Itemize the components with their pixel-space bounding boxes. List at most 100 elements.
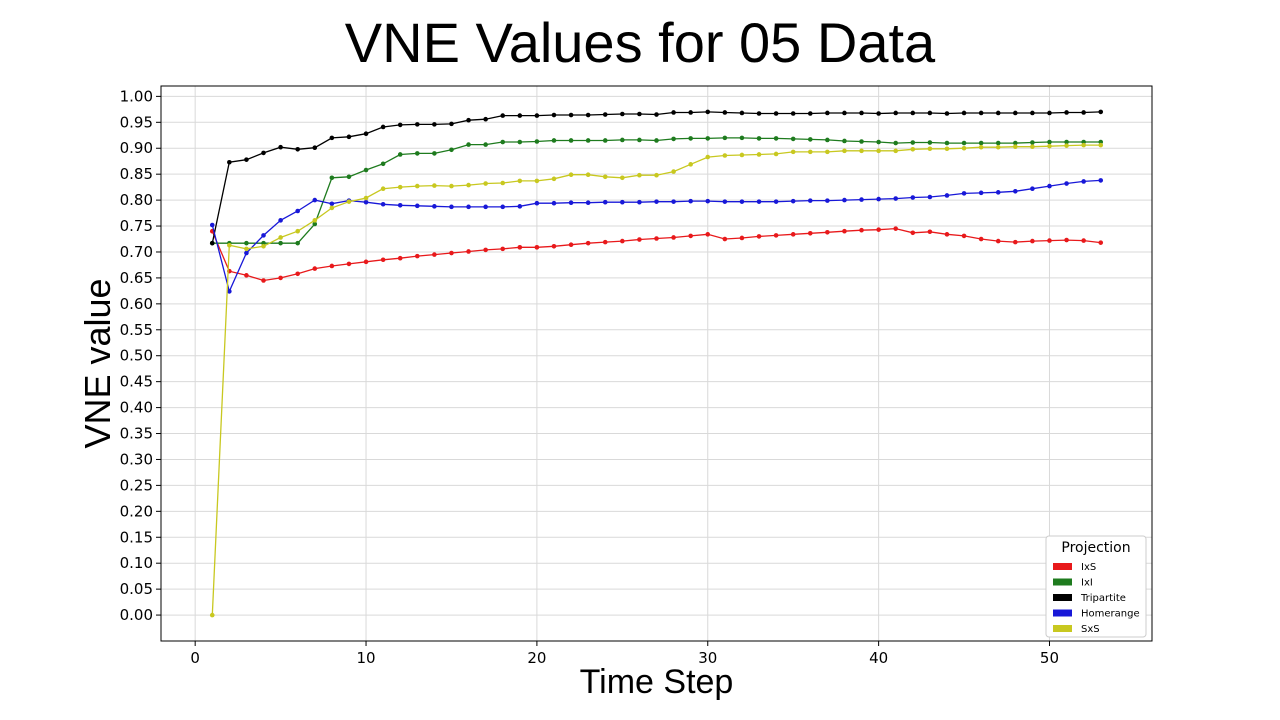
data-point-ixi	[1013, 140, 1018, 146]
y-axis-label: VNE value	[77, 278, 118, 448]
data-point-homerange	[568, 200, 574, 206]
data-point-sxs	[534, 178, 540, 184]
y-tick-label: 0.20	[120, 502, 153, 520]
x-tick-label: 20	[527, 649, 546, 667]
data-point-ixs	[825, 229, 830, 235]
data-point-sxs	[620, 175, 625, 181]
data-point-ixs	[568, 242, 574, 248]
data-point-ixi	[244, 240, 249, 246]
data-point-ixi	[414, 151, 420, 156]
data-point-ixs	[534, 245, 540, 250]
data-point-ixi	[1064, 139, 1069, 145]
data-point-ixs	[705, 232, 711, 237]
data-point-homerange	[756, 199, 762, 204]
data-point-ixs	[927, 229, 933, 235]
data-point-sxs	[654, 172, 659, 178]
data-point-homerange	[842, 197, 847, 203]
data-point-ixs	[756, 234, 762, 239]
data-point-homerange	[414, 203, 420, 209]
data-point-ixi	[295, 240, 300, 246]
data-point-ixi	[329, 175, 335, 181]
data-point-ixs	[466, 249, 471, 254]
data-point-ixi	[585, 138, 591, 143]
legend-label-tripartite: Tripartite	[1080, 593, 1126, 604]
data-point-homerange	[722, 199, 728, 204]
data-point-sxs	[1030, 144, 1035, 149]
data-point-ixi	[773, 136, 779, 141]
data-point-homerange	[312, 197, 318, 203]
data-point-tripartite	[380, 124, 386, 130]
data-point-ixs	[278, 275, 283, 281]
data-point-ixi	[688, 136, 693, 141]
data-point-tripartite	[414, 122, 420, 127]
data-point-ixs	[910, 230, 916, 236]
data-point-sxs	[261, 243, 266, 249]
data-point-sxs	[671, 169, 676, 174]
x-tick-label: 50	[1040, 649, 1059, 667]
data-point-sxs	[842, 148, 847, 154]
data-point-sxs	[585, 172, 591, 177]
x-tick-label: 40	[869, 649, 888, 667]
series-line-ixi	[212, 137, 1101, 244]
x-axis-label: Time Step	[580, 663, 734, 701]
data-point-homerange	[227, 289, 232, 294]
data-point-ixi	[807, 137, 813, 142]
data-point-homerange	[688, 198, 693, 204]
data-point-sxs	[551, 176, 557, 182]
data-point-ixi	[602, 138, 608, 143]
data-point-tripartite	[449, 121, 454, 127]
data-point-sxs	[739, 152, 745, 158]
data-point-tripartite	[568, 112, 574, 118]
data-point-homerange	[705, 198, 711, 204]
data-point-homerange	[859, 197, 864, 202]
data-point-tripartite	[432, 122, 437, 127]
data-point-ixi	[620, 137, 625, 143]
data-point-ixi	[1047, 139, 1052, 145]
data-point-ixs	[1064, 237, 1069, 243]
data-point-homerange	[1047, 183, 1052, 189]
data-point-homerange	[278, 218, 283, 223]
data-point-ixs	[312, 266, 318, 271]
data-point-sxs	[278, 235, 283, 240]
y-tick-label: 0.00	[120, 606, 153, 624]
data-point-ixs	[346, 261, 352, 267]
data-point-ixs	[859, 227, 864, 233]
data-point-homerange	[500, 204, 506, 210]
data-point-ixs	[517, 245, 523, 250]
legend: Projection IxS IxI Tripartite Homerange SxS	[1045, 535, 1147, 638]
data-point-sxs	[705, 154, 711, 160]
data-point-sxs	[961, 145, 967, 151]
y-tick-label: 0.25	[120, 476, 153, 494]
x-axis-ticks: 0 10 20 30 40 50	[190, 641, 1059, 667]
legend-swatch-ixs	[1053, 563, 1072, 570]
data-point-sxs	[244, 246, 249, 252]
data-point-ixi	[910, 140, 916, 145]
data-point-homerange	[944, 193, 950, 198]
y-tick-label: 0.60	[120, 295, 153, 313]
data-point-ixs	[483, 247, 488, 253]
data-point-ixi	[654, 138, 659, 143]
data-point-ixi	[466, 142, 471, 147]
data-point-tripartite	[278, 144, 283, 150]
legend-items: IxS IxI Tripartite Homerange SxS	[1053, 562, 1140, 635]
legend-label-sxs: SxS	[1081, 624, 1100, 635]
data-point-homerange	[671, 199, 676, 204]
data-point-ixi	[842, 138, 847, 144]
data-point-sxs	[295, 228, 300, 234]
data-point-ixi	[825, 137, 830, 143]
y-tick-label: 0.50	[120, 347, 153, 365]
data-point-sxs	[329, 205, 335, 211]
data-point-ixi	[859, 139, 864, 144]
data-point-tripartite	[1064, 110, 1069, 115]
data-point-ixi	[551, 138, 557, 143]
y-tick-label: 0.05	[120, 580, 153, 598]
data-point-ixs	[688, 233, 693, 239]
data-point-ixi	[500, 139, 506, 145]
y-tick-label: 0.40	[120, 399, 153, 417]
data-point-sxs	[1047, 143, 1052, 149]
data-point-ixi	[568, 138, 574, 143]
data-point-sxs	[602, 174, 608, 180]
data-point-tripartite	[517, 113, 523, 118]
data-point-sxs	[346, 199, 352, 204]
data-point-homerange	[876, 196, 881, 202]
